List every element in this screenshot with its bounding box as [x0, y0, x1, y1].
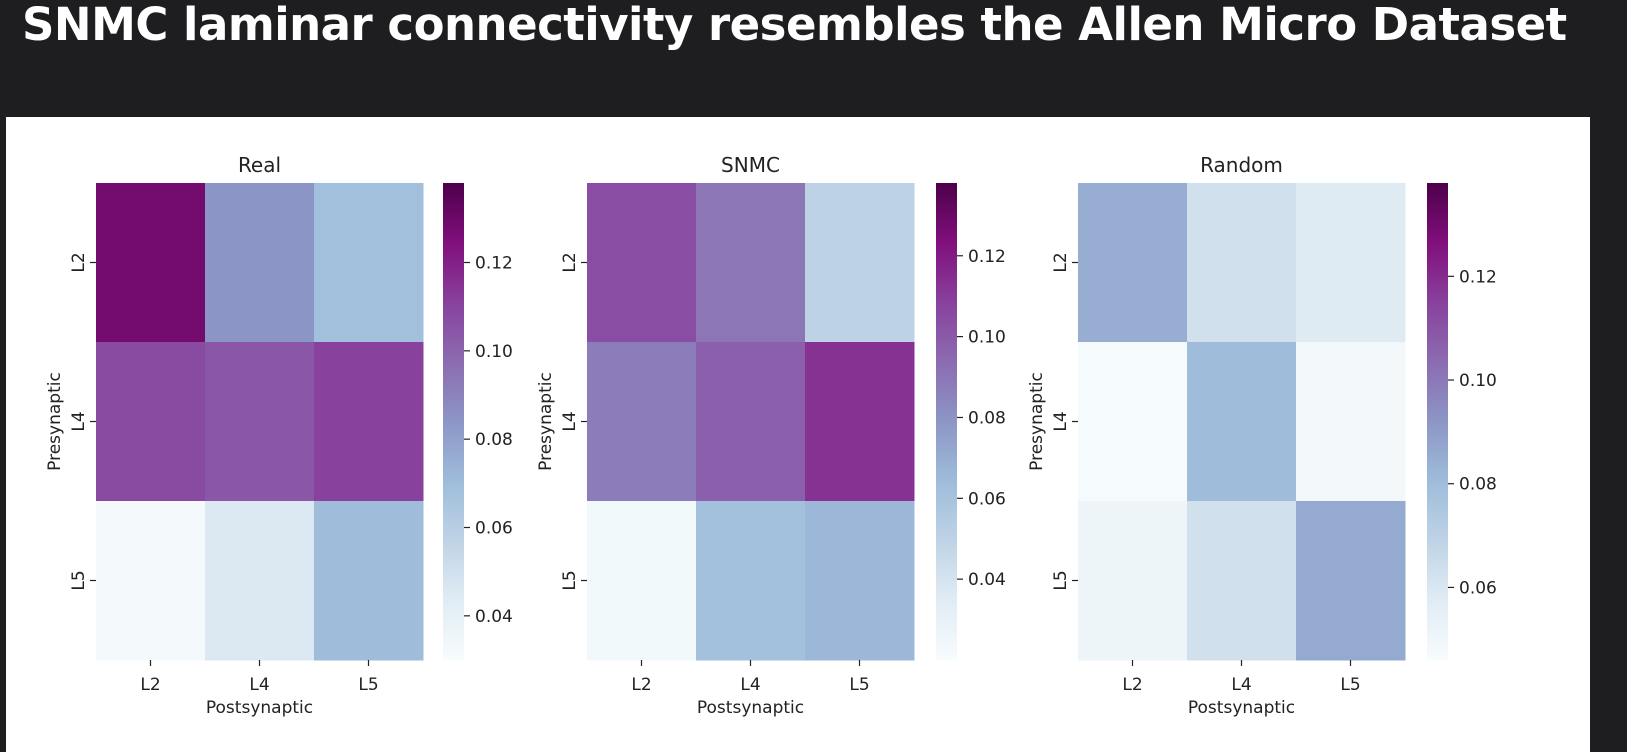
heatmap-cell: [1078, 183, 1188, 343]
heatmap-title: Real: [238, 153, 281, 177]
colorbar-tick-label: 0.10: [475, 342, 513, 362]
colorbar-tick-label: 0.12: [968, 247, 1006, 267]
heatmap-cell: [205, 501, 315, 661]
x-tick-label: L4: [249, 675, 269, 695]
heatmap-cell: [1187, 183, 1297, 343]
colorbar-tick-label: 0.08: [475, 430, 513, 450]
colorbar-tick-label: 0.12: [1459, 267, 1497, 287]
x-tick-label: L4: [1231, 675, 1251, 695]
heatmap-cell: [696, 501, 806, 661]
y-tick-label: L2: [69, 252, 89, 272]
heatmap-cell: [587, 501, 697, 661]
y-tick-label: L5: [69, 570, 89, 590]
x-tick-label: L2: [1122, 675, 1142, 695]
heatmap-cell: [96, 501, 206, 661]
y-axis-label: Presynaptic: [1027, 372, 1047, 471]
heatmap-cell: [1078, 342, 1188, 502]
colorbar-tick-label: 0.06: [475, 519, 513, 539]
x-axis-label: Postsynaptic: [1188, 698, 1295, 718]
heatmap-cell: [205, 183, 315, 343]
heatmap-cell: [314, 183, 424, 343]
heatmap-cell: [205, 342, 315, 502]
x-axis-label: Postsynaptic: [206, 698, 313, 718]
slide-title: SNMC laminar connectivity resembles the …: [22, 0, 1567, 51]
heatmap-cell: [1187, 501, 1297, 661]
colorbar-tick-label: 0.06: [1459, 578, 1497, 598]
x-tick-label: L5: [1340, 675, 1360, 695]
y-tick-label: L5: [560, 570, 580, 590]
y-tick-label: L5: [1051, 570, 1071, 590]
heatmap-cell: [1296, 342, 1406, 502]
heatmap-title: Random: [1200, 153, 1283, 177]
colorbar-tick-label: 0.08: [968, 408, 1006, 428]
y-tick-label: L4: [560, 411, 580, 431]
heatmap-title: SNMC: [721, 153, 780, 177]
y-tick-label: L2: [560, 252, 580, 272]
heatmap-cell: [96, 342, 206, 502]
colorbar-tick-label: 0.10: [968, 328, 1006, 348]
heatmap-cell: [805, 183, 915, 343]
heatmap-cell: [96, 183, 206, 343]
x-axis-label: Postsynaptic: [697, 698, 804, 718]
heatmap-cell: [1078, 501, 1188, 661]
colorbar-tick-label: 0.04: [475, 607, 513, 627]
y-tick-label: L2: [1051, 252, 1071, 272]
x-tick-label: L2: [140, 675, 160, 695]
heatmap-cell: [805, 342, 915, 502]
colorbar-tick-label: 0.12: [475, 254, 513, 274]
colorbar-tick-label: 0.06: [968, 489, 1006, 509]
x-tick-label: L5: [358, 675, 378, 695]
heatmap-cell: [696, 183, 806, 343]
heatmap-cell: [805, 501, 915, 661]
colorbar: [1427, 183, 1448, 660]
x-tick-label: L4: [740, 675, 760, 695]
colorbar-tick-label: 0.10: [1459, 371, 1497, 391]
y-tick-label: L4: [1051, 411, 1071, 431]
heatmap-cell: [587, 342, 697, 502]
colorbar-tick-label: 0.04: [968, 570, 1006, 590]
colorbar-tick-label: 0.08: [1459, 475, 1497, 495]
x-tick-label: L2: [631, 675, 651, 695]
heatmap-cell: [314, 342, 424, 502]
heatmap-cell: [1296, 501, 1406, 661]
colorbar: [443, 183, 464, 660]
heatmap-cell: [1296, 183, 1406, 343]
heatmap-figure: Real L2 L4 L5 Postsynaptic L2 L4 L5 Presynaptic 0…: [45, 153, 1497, 718]
y-axis-label: Presynaptic: [536, 372, 556, 471]
heatmap-cell: [587, 183, 697, 343]
heatmap-cell: [696, 342, 806, 502]
colorbar: [936, 183, 957, 660]
figure-panel: Real L2 L4 L5 Postsynaptic L2 L4 L5 Presynaptic 0…: [6, 117, 1590, 752]
x-tick-label: L5: [849, 675, 869, 695]
heatmap-cell: [1187, 342, 1297, 502]
y-tick-label: L4: [69, 411, 89, 431]
y-axis-label: Presynaptic: [45, 372, 65, 471]
heatmap-cell: [314, 501, 424, 661]
